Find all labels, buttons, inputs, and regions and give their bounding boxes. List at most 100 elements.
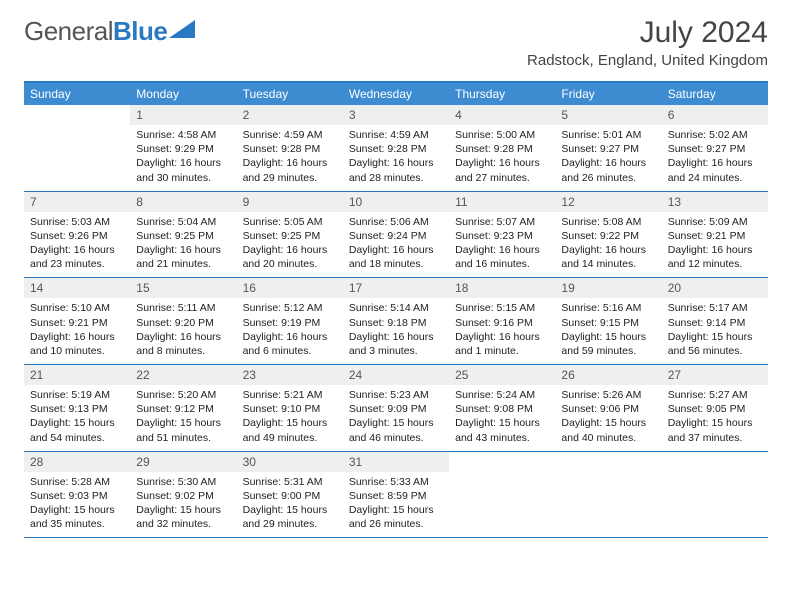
calendar-cell: 28Sunrise: 5:28 AMSunset: 9:03 PMDayligh… (24, 451, 130, 538)
day-number: 14 (24, 278, 130, 298)
day-number: 24 (343, 365, 449, 385)
day-number: 17 (343, 278, 449, 298)
calendar-cell: 7Sunrise: 5:03 AMSunset: 9:26 PMDaylight… (24, 191, 130, 278)
day-details: Sunrise: 5:15 AMSunset: 9:16 PMDaylight:… (449, 298, 555, 364)
day-details: Sunrise: 5:30 AMSunset: 9:02 PMDaylight:… (130, 472, 236, 538)
day-details: Sunrise: 5:08 AMSunset: 9:22 PMDaylight:… (555, 212, 661, 278)
calendar-cell: 8Sunrise: 5:04 AMSunset: 9:25 PMDaylight… (130, 191, 236, 278)
day-details: Sunrise: 5:07 AMSunset: 9:23 PMDaylight:… (449, 212, 555, 278)
day-details: Sunrise: 5:02 AMSunset: 9:27 PMDaylight:… (662, 125, 768, 191)
weekday-row: SundayMondayTuesdayWednesdayThursdayFrid… (24, 82, 768, 105)
day-number: 16 (237, 278, 343, 298)
day-details: Sunrise: 5:09 AMSunset: 9:21 PMDaylight:… (662, 212, 768, 278)
day-details: Sunrise: 4:59 AMSunset: 9:28 PMDaylight:… (343, 125, 449, 191)
calendar-cell: 26Sunrise: 5:26 AMSunset: 9:06 PMDayligh… (555, 365, 661, 452)
calendar-cell: 29Sunrise: 5:30 AMSunset: 9:02 PMDayligh… (130, 451, 236, 538)
calendar-cell: 2Sunrise: 4:59 AMSunset: 9:28 PMDaylight… (237, 105, 343, 191)
calendar-table: SundayMondayTuesdayWednesdayThursdayFrid… (24, 81, 768, 538)
day-number: 18 (449, 278, 555, 298)
day-number: 6 (662, 105, 768, 125)
calendar-cell: 14Sunrise: 5:10 AMSunset: 9:21 PMDayligh… (24, 278, 130, 365)
calendar-cell: 18Sunrise: 5:15 AMSunset: 9:16 PMDayligh… (449, 278, 555, 365)
calendar-cell: 20Sunrise: 5:17 AMSunset: 9:14 PMDayligh… (662, 278, 768, 365)
calendar-cell: 30Sunrise: 5:31 AMSunset: 9:00 PMDayligh… (237, 451, 343, 538)
calendar-body: 1Sunrise: 4:58 AMSunset: 9:29 PMDaylight… (24, 105, 768, 538)
calendar-cell (449, 451, 555, 538)
calendar-cell: 9Sunrise: 5:05 AMSunset: 9:25 PMDaylight… (237, 191, 343, 278)
day-details: Sunrise: 5:06 AMSunset: 9:24 PMDaylight:… (343, 212, 449, 278)
day-number: 21 (24, 365, 130, 385)
calendar-cell: 25Sunrise: 5:24 AMSunset: 9:08 PMDayligh… (449, 365, 555, 452)
calendar-row: 28Sunrise: 5:28 AMSunset: 9:03 PMDayligh… (24, 451, 768, 538)
day-details: Sunrise: 5:28 AMSunset: 9:03 PMDaylight:… (24, 472, 130, 538)
day-number: 10 (343, 192, 449, 212)
day-details: Sunrise: 4:59 AMSunset: 9:28 PMDaylight:… (237, 125, 343, 191)
day-number: 25 (449, 365, 555, 385)
calendar-row: 7Sunrise: 5:03 AMSunset: 9:26 PMDaylight… (24, 191, 768, 278)
weekday-header: Sunday (24, 82, 130, 105)
day-number: 11 (449, 192, 555, 212)
day-details: Sunrise: 5:10 AMSunset: 9:21 PMDaylight:… (24, 298, 130, 364)
day-details: Sunrise: 5:12 AMSunset: 9:19 PMDaylight:… (237, 298, 343, 364)
day-number: 29 (130, 452, 236, 472)
day-details: Sunrise: 5:04 AMSunset: 9:25 PMDaylight:… (130, 212, 236, 278)
day-details: Sunrise: 4:58 AMSunset: 9:29 PMDaylight:… (130, 125, 236, 191)
day-details: Sunrise: 5:31 AMSunset: 9:00 PMDaylight:… (237, 472, 343, 538)
location: Radstock, England, United Kingdom (527, 52, 768, 69)
calendar-cell: 21Sunrise: 5:19 AMSunset: 9:13 PMDayligh… (24, 365, 130, 452)
calendar-row: 14Sunrise: 5:10 AMSunset: 9:21 PMDayligh… (24, 278, 768, 365)
calendar-cell (662, 451, 768, 538)
day-details: Sunrise: 5:01 AMSunset: 9:27 PMDaylight:… (555, 125, 661, 191)
day-number: 20 (662, 278, 768, 298)
logo-word2: Blue (113, 16, 167, 47)
calendar-cell (24, 105, 130, 191)
day-details: Sunrise: 5:20 AMSunset: 9:12 PMDaylight:… (130, 385, 236, 451)
day-number: 12 (555, 192, 661, 212)
calendar-cell: 13Sunrise: 5:09 AMSunset: 9:21 PMDayligh… (662, 191, 768, 278)
calendar-cell: 12Sunrise: 5:08 AMSunset: 9:22 PMDayligh… (555, 191, 661, 278)
day-number (24, 105, 130, 125)
calendar-cell (555, 451, 661, 538)
calendar-cell: 15Sunrise: 5:11 AMSunset: 9:20 PMDayligh… (130, 278, 236, 365)
weekday-header: Wednesday (343, 82, 449, 105)
calendar-cell: 3Sunrise: 4:59 AMSunset: 9:28 PMDaylight… (343, 105, 449, 191)
calendar-cell: 5Sunrise: 5:01 AMSunset: 9:27 PMDaylight… (555, 105, 661, 191)
day-details: Sunrise: 5:33 AMSunset: 8:59 PMDaylight:… (343, 472, 449, 538)
month-title: July 2024 (527, 16, 768, 50)
day-number: 19 (555, 278, 661, 298)
calendar-cell: 6Sunrise: 5:02 AMSunset: 9:27 PMDaylight… (662, 105, 768, 191)
day-number: 1 (130, 105, 236, 125)
calendar-cell: 16Sunrise: 5:12 AMSunset: 9:19 PMDayligh… (237, 278, 343, 365)
calendar-cell: 17Sunrise: 5:14 AMSunset: 9:18 PMDayligh… (343, 278, 449, 365)
calendar-cell: 24Sunrise: 5:23 AMSunset: 9:09 PMDayligh… (343, 365, 449, 452)
day-details: Sunrise: 5:27 AMSunset: 9:05 PMDaylight:… (662, 385, 768, 451)
day-details: Sunrise: 5:16 AMSunset: 9:15 PMDaylight:… (555, 298, 661, 364)
day-number: 4 (449, 105, 555, 125)
logo-triangle-icon (169, 20, 195, 40)
day-details: Sunrise: 5:23 AMSunset: 9:09 PMDaylight:… (343, 385, 449, 451)
calendar-cell: 27Sunrise: 5:27 AMSunset: 9:05 PMDayligh… (662, 365, 768, 452)
day-number: 26 (555, 365, 661, 385)
calendar-cell: 11Sunrise: 5:07 AMSunset: 9:23 PMDayligh… (449, 191, 555, 278)
day-details: Sunrise: 5:24 AMSunset: 9:08 PMDaylight:… (449, 385, 555, 451)
day-details: Sunrise: 5:11 AMSunset: 9:20 PMDaylight:… (130, 298, 236, 364)
day-number: 8 (130, 192, 236, 212)
calendar-cell: 22Sunrise: 5:20 AMSunset: 9:12 PMDayligh… (130, 365, 236, 452)
day-number (555, 452, 661, 472)
day-details: Sunrise: 5:26 AMSunset: 9:06 PMDaylight:… (555, 385, 661, 451)
weekday-header: Friday (555, 82, 661, 105)
logo-word1: General (24, 16, 113, 47)
calendar-row: 21Sunrise: 5:19 AMSunset: 9:13 PMDayligh… (24, 365, 768, 452)
day-details: Sunrise: 5:19 AMSunset: 9:13 PMDaylight:… (24, 385, 130, 451)
weekday-header: Tuesday (237, 82, 343, 105)
day-number: 13 (662, 192, 768, 212)
day-details: Sunrise: 5:21 AMSunset: 9:10 PMDaylight:… (237, 385, 343, 451)
weekday-header: Saturday (662, 82, 768, 105)
calendar-cell: 23Sunrise: 5:21 AMSunset: 9:10 PMDayligh… (237, 365, 343, 452)
day-number: 3 (343, 105, 449, 125)
day-number (662, 452, 768, 472)
weekday-header: Thursday (449, 82, 555, 105)
day-number: 30 (237, 452, 343, 472)
day-details: Sunrise: 5:17 AMSunset: 9:14 PMDaylight:… (662, 298, 768, 364)
day-number: 28 (24, 452, 130, 472)
